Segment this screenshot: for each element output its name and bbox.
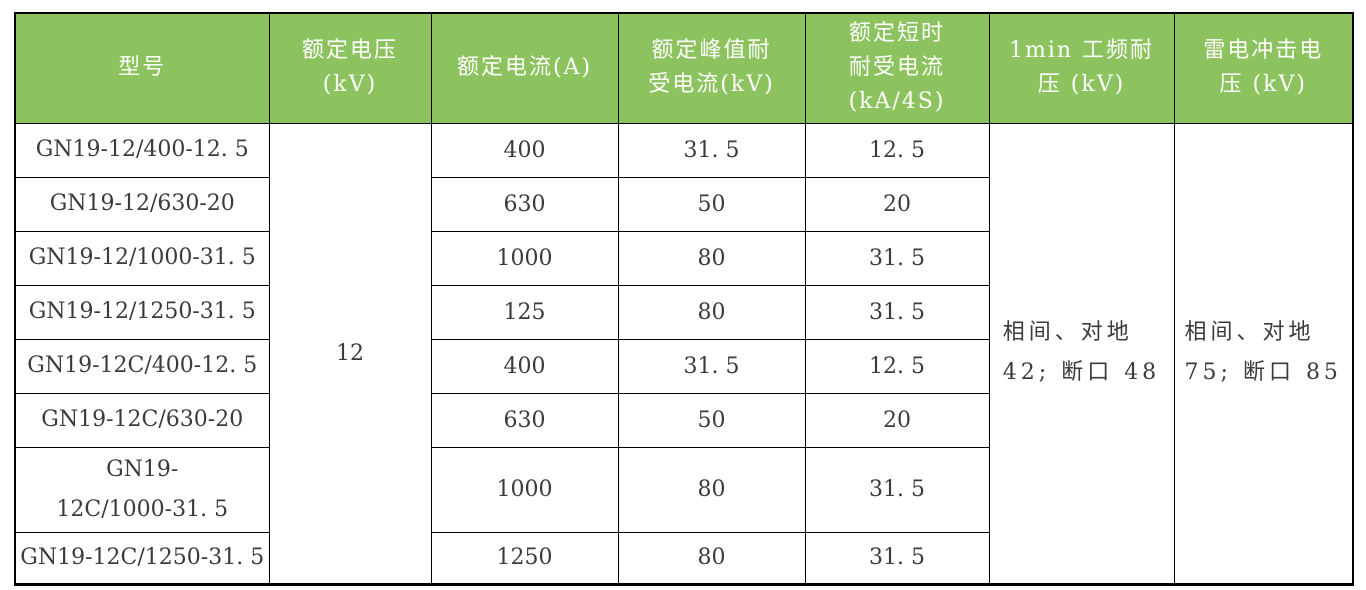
rated-current-cell: 125 bbox=[430, 284, 619, 340]
lightning-impulse-merged-cell: 相间、对地 75; 断口 85 bbox=[1173, 122, 1354, 585]
col-header-power-freq-label: 1min 工频耐 压 (kV) bbox=[1008, 38, 1155, 98]
rated-current-cell: 400 bbox=[430, 122, 619, 178]
col-header-power-freq: 1min 工频耐 压 (kV) bbox=[988, 12, 1175, 124]
peak-withstand-cell: 50 bbox=[617, 392, 806, 448]
table-row: GN19-12/400-12. 5 12 400 31. 5 12. 5 相间、… bbox=[14, 122, 1354, 585]
short-time-withstand-cell: 31. 5 bbox=[804, 531, 990, 585]
short-time-withstand-cell: 31. 5 bbox=[804, 230, 990, 286]
model-cell: GN19-12/630-20 bbox=[14, 176, 270, 232]
model-cell: GN19-12/400-12. 5 bbox=[14, 122, 270, 178]
rated-current-cell: 1000 bbox=[430, 230, 619, 286]
col-header-short-time-withstand-label: 额定短时 耐受电流 (kA/4S) bbox=[848, 21, 946, 115]
model-cell: GN19- 12C/1000-31. 5 bbox=[14, 446, 270, 533]
peak-withstand-cell: 80 bbox=[617, 284, 806, 340]
short-time-withstand-cell: 20 bbox=[804, 176, 990, 232]
short-time-withstand-cell: 12. 5 bbox=[804, 338, 990, 394]
rated-voltage-merged-cell: 12 bbox=[268, 122, 432, 585]
model-cell: GN19-12/1250-31. 5 bbox=[14, 284, 270, 340]
col-header-short-time-withstand: 额定短时 耐受电流 (kA/4S) bbox=[804, 12, 990, 124]
rated-current-cell: 1250 bbox=[430, 531, 619, 585]
col-header-peak-withstand: 额定峰值耐 受电流(kV) bbox=[617, 12, 806, 124]
page: 型号 额定电压 (kV) 额定电流(A) 额定峰值耐 受电流(kV) 额定短时 … bbox=[0, 12, 1366, 590]
spec-table: 型号 额定电压 (kV) 额定电流(A) 额定峰值耐 受电流(kV) 额定短时 … bbox=[14, 12, 1354, 586]
model-cell: GN19-12C/1250-31. 5 bbox=[14, 531, 270, 585]
rated-current-cell: 630 bbox=[430, 176, 619, 232]
peak-withstand-cell: 31. 5 bbox=[617, 338, 806, 394]
model-cell: GN19-12C/400-12. 5 bbox=[14, 338, 270, 394]
col-header-rated-voltage: 额定电压 (kV) bbox=[268, 12, 432, 124]
peak-withstand-cell: 80 bbox=[617, 230, 806, 286]
peak-withstand-cell: 80 bbox=[617, 531, 806, 585]
table-row: GN19-12C/400-12. 5 400 31. 5 12. 5 bbox=[14, 338, 1353, 394]
table-row: GN19-12C/1250-31. 5 1250 80 31. 5 bbox=[14, 531, 1353, 585]
col-header-rated-current: 额定电流(A) bbox=[430, 12, 619, 124]
col-header-rated-current-label: 额定电流(A) bbox=[456, 55, 593, 81]
peak-withstand-cell: 50 bbox=[617, 176, 806, 232]
table-row: GN19-12C/630-20 630 50 20 bbox=[14, 392, 1353, 448]
table-row: GN19-12/1000-31. 5 1000 80 31. 5 bbox=[14, 230, 1353, 286]
short-time-withstand-cell: 12. 5 bbox=[804, 122, 990, 178]
col-header-rated-voltage-label: 额定电压 (kV) bbox=[301, 38, 398, 98]
col-header-lightning-impulse: 雷电冲击电 压 (kV) bbox=[1173, 12, 1354, 124]
short-time-withstand-cell: 31. 5 bbox=[804, 284, 990, 340]
short-time-withstand-cell: 20 bbox=[804, 392, 990, 448]
peak-withstand-cell: 80 bbox=[617, 446, 806, 533]
col-header-lightning-impulse-label: 雷电冲击电 压 (kV) bbox=[1203, 38, 1324, 98]
rated-current-cell: 1000 bbox=[430, 446, 619, 533]
model-cell: GN19-12C/630-20 bbox=[14, 392, 270, 448]
col-header-model: 型号 bbox=[14, 12, 270, 124]
power-freq-merged-cell: 相间、对地 42; 断口 48 bbox=[988, 122, 1175, 585]
model-cell: GN19-12/1000-31. 5 bbox=[14, 230, 270, 286]
short-time-withstand-cell: 31. 5 bbox=[804, 446, 990, 533]
peak-withstand-cell: 31. 5 bbox=[617, 122, 806, 178]
col-header-peak-withstand-label: 额定峰值耐 受电流(kV) bbox=[648, 38, 775, 98]
col-header-model-label: 型号 bbox=[118, 55, 167, 81]
rated-current-cell: 400 bbox=[430, 338, 619, 394]
table-row: GN19-12/1250-31. 5 125 80 31. 5 bbox=[14, 284, 1353, 340]
header-row: 型号 额定电压 (kV) 额定电流(A) 额定峰值耐 受电流(kV) 额定短时 … bbox=[14, 12, 1354, 124]
rated-current-cell: 630 bbox=[430, 392, 619, 448]
table-row: GN19- 12C/1000-31. 5 1000 80 31. 5 bbox=[14, 446, 1353, 533]
